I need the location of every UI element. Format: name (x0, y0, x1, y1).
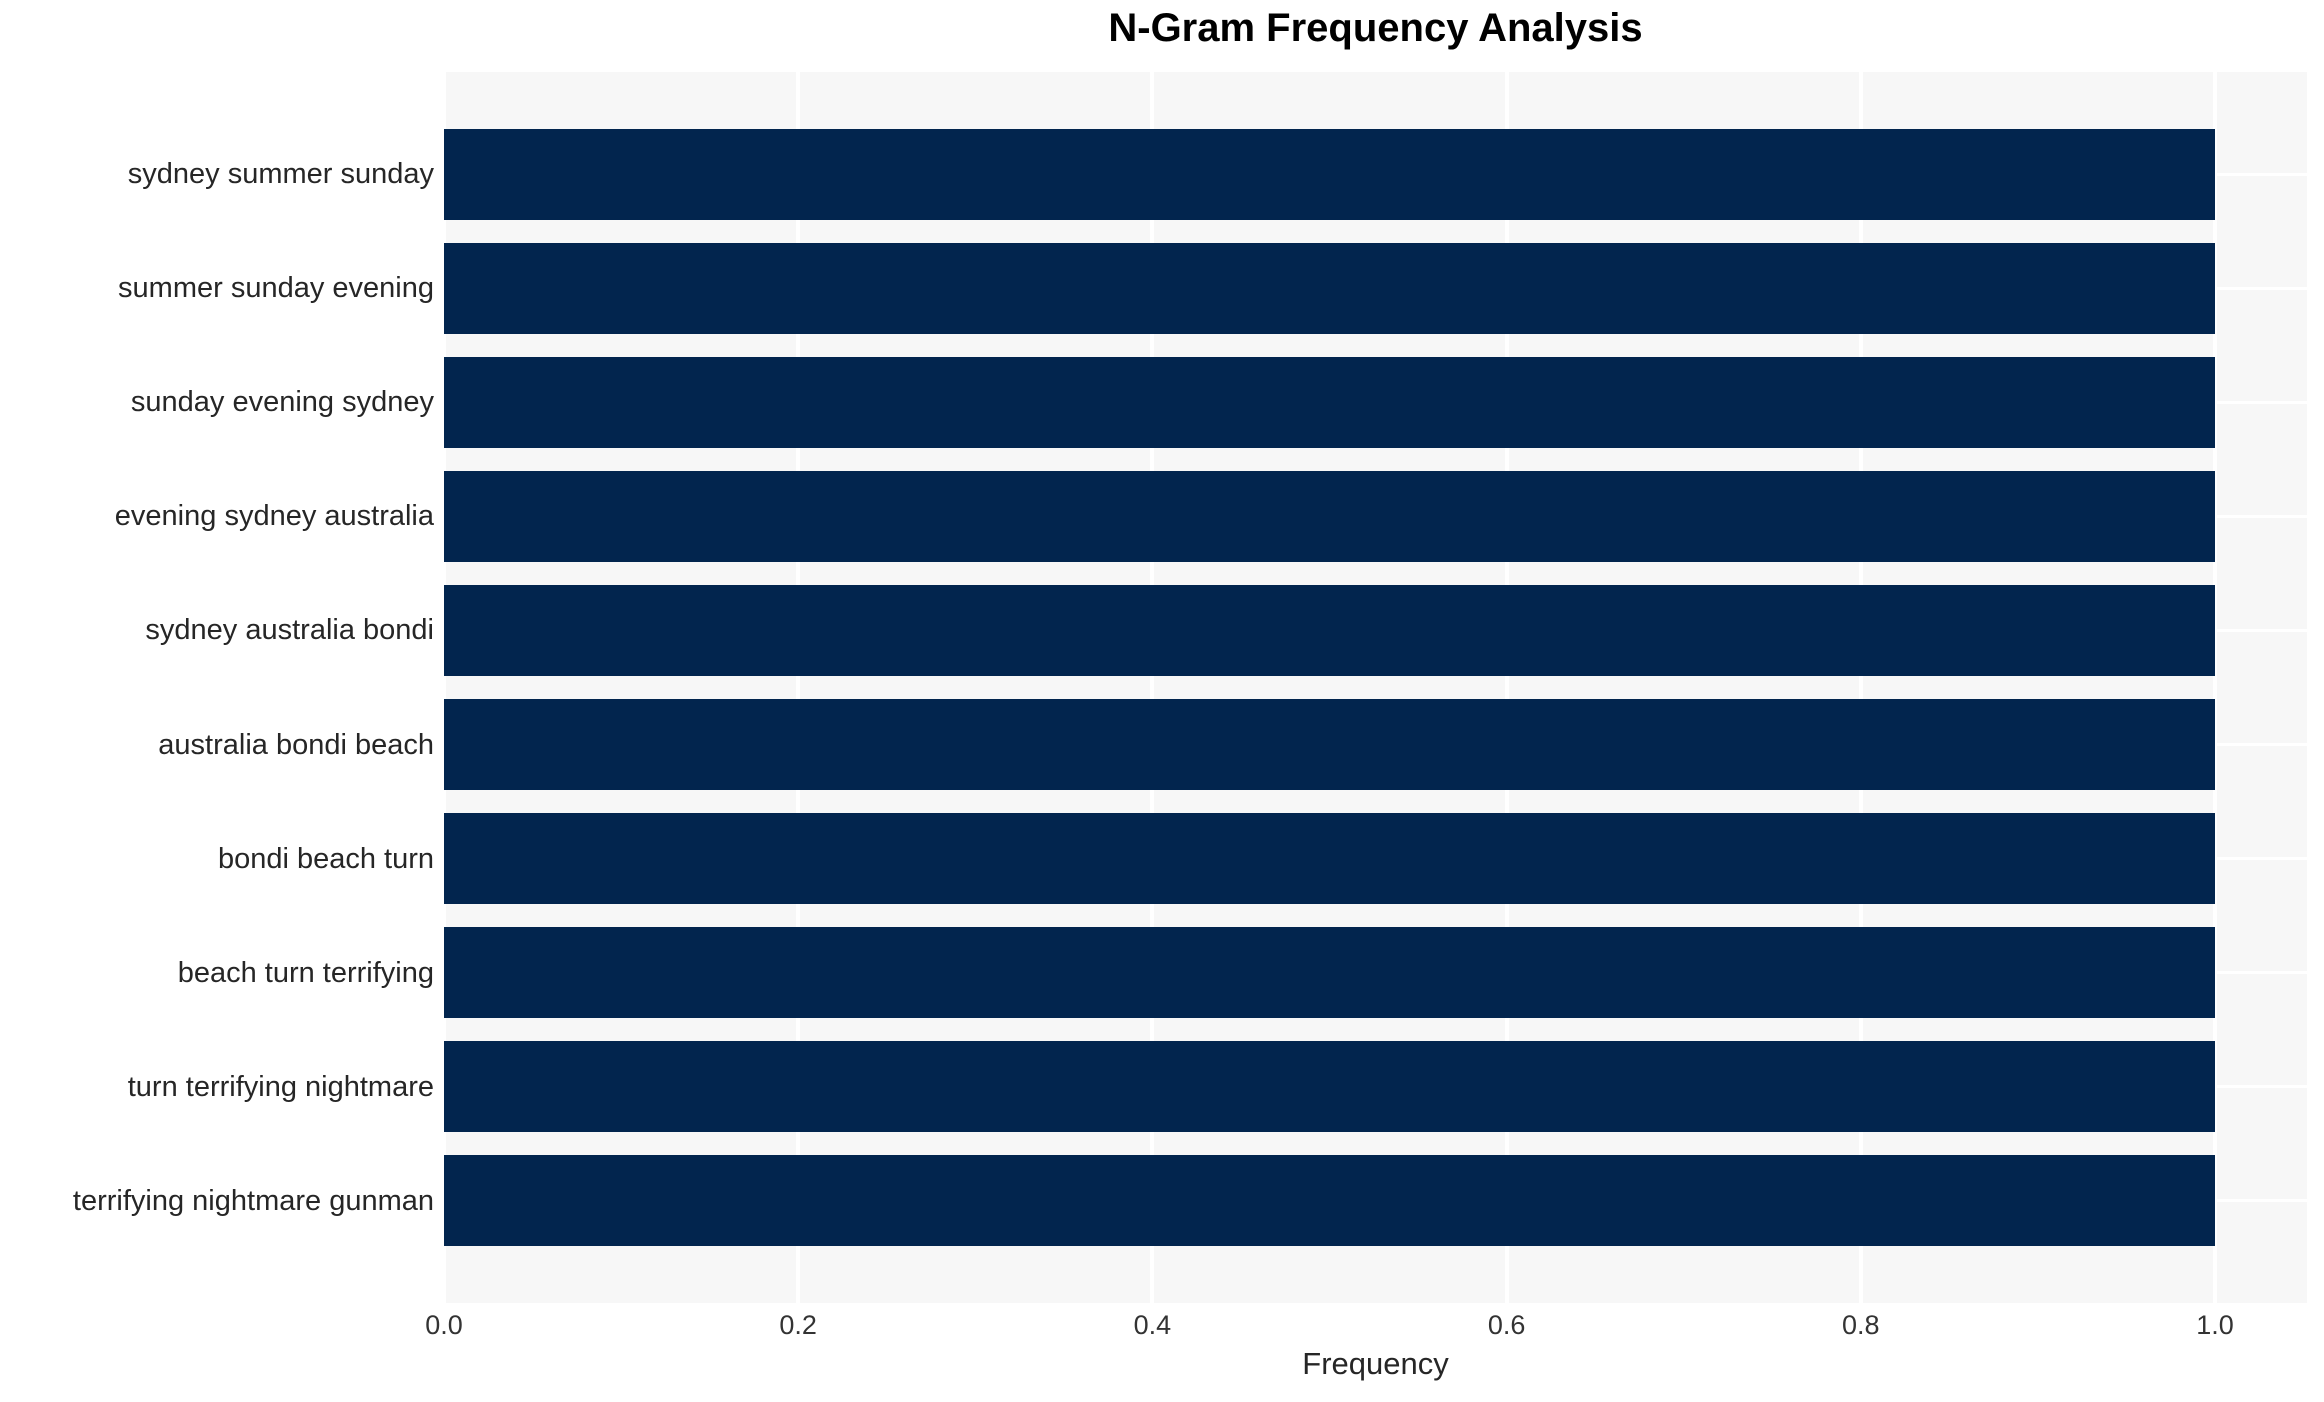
y-tick-label: sydney australia bondi (145, 614, 434, 647)
x-tick-label: 0.8 (1842, 1310, 1880, 1340)
bar (444, 584, 2215, 676)
plot-area (442, 72, 2307, 1303)
y-tick-label: summer sunday evening (118, 272, 434, 305)
x-gridline (1150, 72, 1155, 1303)
chart-title: N-Gram Frequency Analysis (1108, 6, 1643, 50)
bar (444, 128, 2215, 220)
x-gridline (1858, 72, 1863, 1303)
y-tick-label: beach turn terrifying (177, 956, 434, 989)
bar (444, 927, 2215, 1019)
x-tick-label: 0.4 (1133, 1310, 1172, 1340)
y-tick-label: sydney summer sunday (127, 158, 434, 190)
bar (444, 699, 2215, 790)
x-tick-label: 0.6 (1487, 1310, 1526, 1340)
bar (444, 1155, 2215, 1247)
x-gridline (796, 72, 801, 1303)
x-tick-label: 0.2 (779, 1310, 817, 1340)
x-tick-label: 0.0 (425, 1310, 463, 1340)
x-tick-label: 1.0 (2196, 1310, 2234, 1340)
y-tick-label: bondi beach turn (217, 842, 434, 875)
bar (444, 813, 2215, 905)
bar (444, 470, 2215, 562)
y-tick-label: australia bondi beach (158, 728, 434, 761)
y-tick-label: evening sydney australia (114, 500, 434, 533)
x-gridline (442, 72, 446, 1303)
bar (444, 1041, 2215, 1133)
x-gridline (2213, 72, 2217, 1303)
y-tick-label: turn terrifying nightmare (127, 1070, 434, 1103)
x-axis-title: Frequency (1302, 1346, 1449, 1381)
bar (444, 242, 2215, 334)
y-tick-label: terrifying nightmare gunman (72, 1184, 434, 1217)
x-gridline (1504, 72, 1509, 1303)
bar (444, 356, 2215, 448)
y-tick-label: sunday evening sydney (130, 386, 434, 419)
